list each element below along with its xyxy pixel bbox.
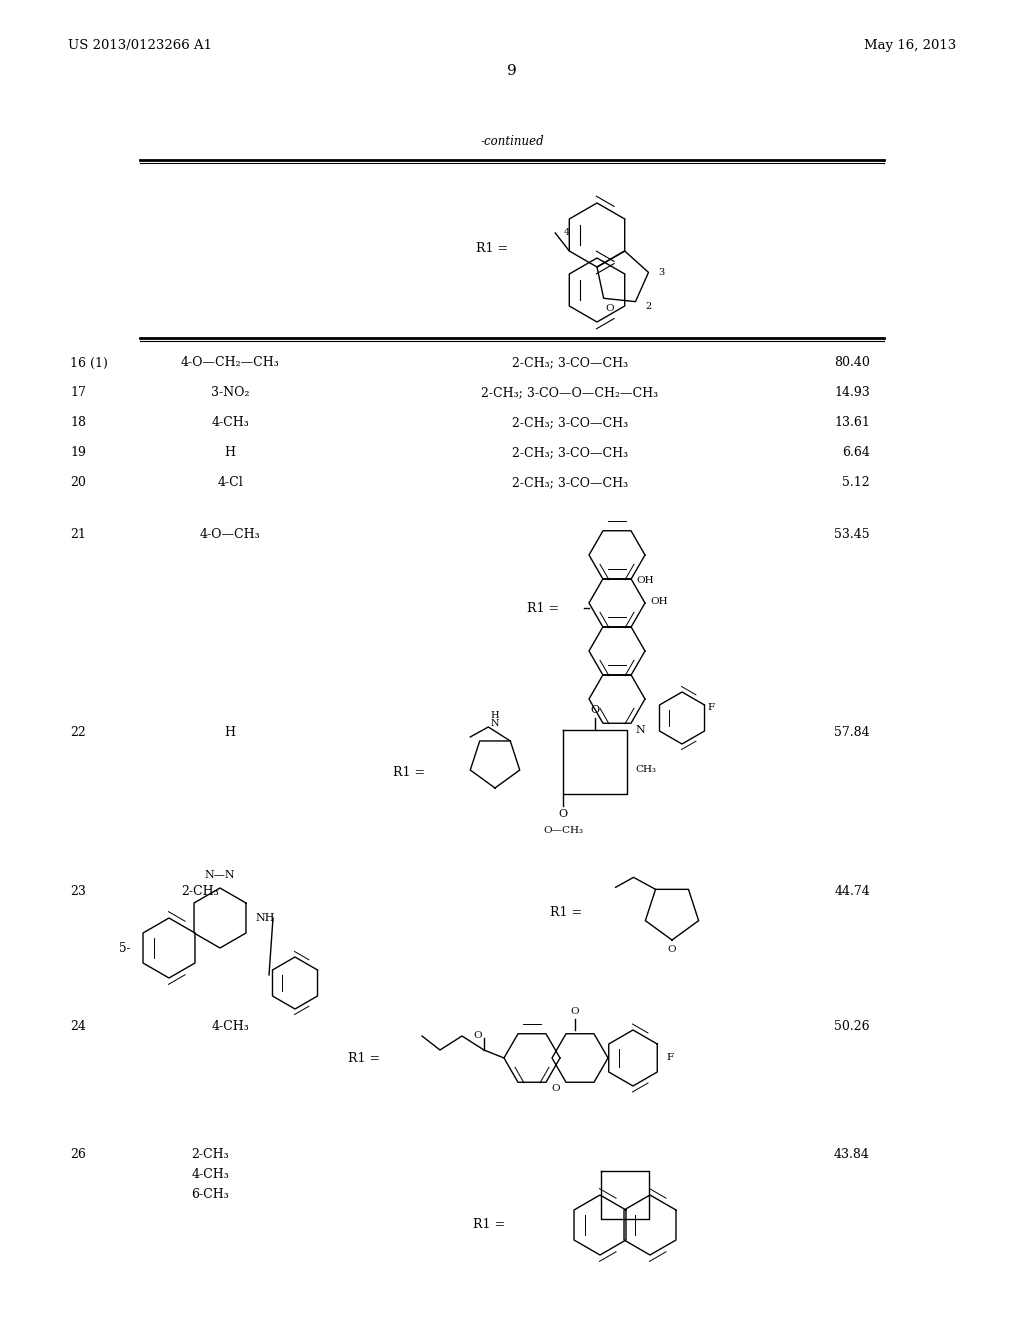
Text: O—CH₃: O—CH₃ xyxy=(543,826,583,836)
Text: 4: 4 xyxy=(564,228,570,238)
Text: 4-O—CH₃: 4-O—CH₃ xyxy=(200,528,260,541)
Text: F: F xyxy=(666,1053,673,1063)
Text: 13.61: 13.61 xyxy=(835,417,870,429)
Text: R1 =: R1 = xyxy=(348,1052,380,1064)
Text: 80.40: 80.40 xyxy=(835,356,870,370)
Text: 4-CH₃: 4-CH₃ xyxy=(211,417,249,429)
Text: 2-CH₃; 3-CO—CH₃: 2-CH₃; 3-CO—CH₃ xyxy=(512,446,628,459)
Text: 2-CH₃; 3-CO—CH₃: 2-CH₃; 3-CO—CH₃ xyxy=(512,477,628,490)
Text: R1 =: R1 = xyxy=(393,766,425,779)
Text: OH: OH xyxy=(636,577,653,585)
Text: N: N xyxy=(635,725,645,735)
Text: 16 (1): 16 (1) xyxy=(70,356,108,370)
Text: 50.26: 50.26 xyxy=(835,1020,870,1034)
Text: H: H xyxy=(224,446,236,459)
Text: 2-CH₃: 2-CH₃ xyxy=(191,1148,228,1162)
Text: 4-CH₃: 4-CH₃ xyxy=(191,1168,229,1181)
Text: 3: 3 xyxy=(658,268,665,277)
Text: 19: 19 xyxy=(70,446,86,459)
Text: US 2013/0123266 A1: US 2013/0123266 A1 xyxy=(68,40,212,51)
Text: 3-NO₂: 3-NO₂ xyxy=(211,387,249,400)
Text: R1 =: R1 = xyxy=(473,1218,505,1232)
Text: 5-: 5- xyxy=(120,941,131,954)
Text: H
N: H N xyxy=(490,710,500,729)
Text: R1 =: R1 = xyxy=(550,906,582,919)
Text: CH₃: CH₃ xyxy=(635,766,656,775)
Text: O: O xyxy=(552,1084,560,1093)
Text: 2-CH₃: 2-CH₃ xyxy=(181,884,219,898)
Text: -continued: -continued xyxy=(480,135,544,148)
Text: OH: OH xyxy=(650,597,668,606)
Text: May 16, 2013: May 16, 2013 xyxy=(864,40,956,51)
Text: 2-CH₃; 3-CO—CH₃: 2-CH₃; 3-CO—CH₃ xyxy=(512,356,628,370)
Text: 4-Cl: 4-Cl xyxy=(217,477,243,490)
Text: 4-CH₃: 4-CH₃ xyxy=(211,1020,249,1034)
Text: 5.12: 5.12 xyxy=(843,477,870,490)
Text: 18: 18 xyxy=(70,417,86,429)
Text: O: O xyxy=(570,1007,580,1016)
Text: 21: 21 xyxy=(70,528,86,541)
Text: O: O xyxy=(668,945,676,954)
Text: N—N: N—N xyxy=(205,870,236,880)
Text: 57.84: 57.84 xyxy=(835,726,870,739)
Text: 17: 17 xyxy=(70,387,86,400)
Text: 22: 22 xyxy=(70,726,86,739)
Text: 14.93: 14.93 xyxy=(835,387,870,400)
Text: 2: 2 xyxy=(645,302,651,312)
Text: 4-O—CH₂—CH₃: 4-O—CH₂—CH₃ xyxy=(180,356,280,370)
Text: 9: 9 xyxy=(507,63,517,78)
Text: 53.45: 53.45 xyxy=(835,528,870,541)
Text: 20: 20 xyxy=(70,477,86,490)
Text: 43.84: 43.84 xyxy=(835,1148,870,1162)
Text: 44.74: 44.74 xyxy=(835,884,870,898)
Text: O: O xyxy=(605,305,614,313)
Text: F: F xyxy=(708,704,715,713)
Text: O: O xyxy=(591,705,600,715)
Text: R1 =: R1 = xyxy=(476,242,508,255)
Text: 6.64: 6.64 xyxy=(842,446,870,459)
Text: 2-CH₃; 3-CO—CH₃: 2-CH₃; 3-CO—CH₃ xyxy=(512,417,628,429)
Text: 2-CH₃; 3-CO—O—CH₂—CH₃: 2-CH₃; 3-CO—O—CH₂—CH₃ xyxy=(481,387,658,400)
Text: O: O xyxy=(473,1031,482,1040)
Text: H: H xyxy=(224,726,236,739)
Text: 26: 26 xyxy=(70,1148,86,1162)
Text: O: O xyxy=(558,809,567,818)
Text: 6-CH₃: 6-CH₃ xyxy=(191,1188,229,1201)
Text: R1 =: R1 = xyxy=(527,602,559,615)
Text: NH: NH xyxy=(255,913,274,923)
Text: 23: 23 xyxy=(70,884,86,898)
Text: 24: 24 xyxy=(70,1020,86,1034)
